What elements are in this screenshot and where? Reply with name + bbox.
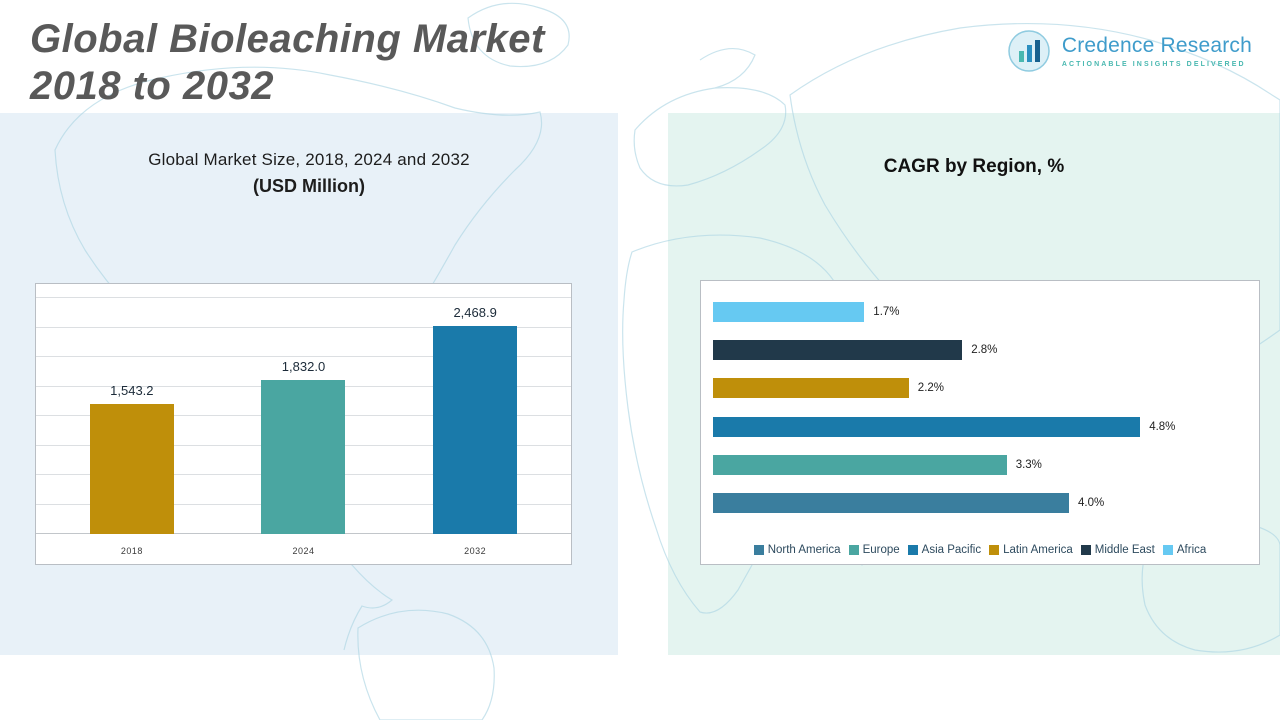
bar-2018 <box>89 403 174 534</box>
hbar-row-europe: 3.3% <box>713 446 1247 484</box>
bar-value-label: 1,543.2 <box>110 382 154 398</box>
hbar-latin-america <box>713 378 909 399</box>
hbar-row-north-america: 4.0% <box>713 484 1247 522</box>
market-size-chart: 1,543.2 2018 1,832.0 2024 2,468.9 2032 <box>35 283 572 565</box>
hbar-africa <box>713 302 865 323</box>
hbar-row-africa: 1.7% <box>713 293 1247 331</box>
x-axis-label: 2018 <box>120 546 143 556</box>
chart-legend: North America Europe Asia Pacific Latin Ame… <box>701 544 1259 556</box>
legend-item-africa: Africa <box>1162 544 1207 556</box>
hbar-plot-area: 1.7% 2.8% 2.2% 4.8% 3.3% 4.0% <box>713 293 1247 522</box>
page-title-line2: 2018 to 2032 <box>30 64 274 109</box>
hbar-middle-east <box>713 340 963 361</box>
x-axis-label: 2024 <box>292 546 315 556</box>
cagr-chart-title: CAGR by Region, % <box>883 156 1065 177</box>
legend-item-north-america: North America <box>753 544 841 556</box>
bar-group-2018: 1,543.2 2018 <box>89 298 174 556</box>
bar-group-2032: 2,468.9 2032 <box>433 298 518 556</box>
legend-swatch <box>907 545 918 555</box>
legend-item-asia-pacific: Asia Pacific <box>907 544 982 556</box>
legend-label: Asia Pacific <box>921 544 982 556</box>
legend-label: North America <box>767 544 841 556</box>
legend-swatch <box>1162 545 1173 555</box>
bar-group-2024: 1,832.0 2024 <box>261 298 346 556</box>
legend-item-latin-america: Latin America <box>989 544 1073 556</box>
legend-label: Europe <box>862 544 900 556</box>
legend-item-middle-east: Middle East <box>1080 544 1155 556</box>
hbar-row-middle-east: 2.8% <box>713 331 1247 369</box>
page-title-line1: Global Bioleaching Market <box>30 17 545 61</box>
logo-text: Credence Research Actionable Insights De… <box>1062 34 1252 68</box>
hbar-asia-pacific <box>713 416 1141 437</box>
bar-value-label: 1,832.0 <box>281 358 326 374</box>
legend-swatch <box>848 545 859 555</box>
bar-2032 <box>433 325 518 534</box>
market-size-chart-title-line1: Global Market Size, 2018, 2024 and 2032 <box>148 150 470 169</box>
legend-label: Middle East <box>1094 544 1155 556</box>
market-size-chart-title: Global Market Size, 2018, 2024 and 2032 … <box>0 150 618 197</box>
bar-value-label: 2,468.9 <box>453 304 497 320</box>
legend-label: Latin America <box>1003 544 1073 556</box>
legend-swatch <box>1080 545 1091 555</box>
legend-label: Africa <box>1176 544 1207 556</box>
hbar-row-latin-america: 2.2% <box>713 369 1247 407</box>
hbar-value-label: 4.8% <box>1149 420 1176 433</box>
bar-plot-area: 1,543.2 2018 1,832.0 2024 2,468.9 2032 <box>46 298 561 556</box>
legend-swatch <box>753 545 764 555</box>
market-size-chart-title-line2: (USD Million) <box>253 176 365 196</box>
hbar-value-label: 3.3% <box>1015 458 1042 471</box>
hbar-row-asia-pacific: 4.8% <box>713 408 1247 446</box>
x-axis-label: 2032 <box>464 546 487 556</box>
logo-tagline: Actionable Insights Delivered <box>1061 61 1246 68</box>
hbar-value-label: 2.2% <box>917 382 945 395</box>
hbar-value-label: 1.7% <box>873 306 900 319</box>
hbar-north-america <box>713 492 1069 513</box>
hbar-europe <box>713 454 1007 475</box>
legend-item-europe: Europe <box>848 544 900 556</box>
logo-icon <box>1008 30 1050 72</box>
legend-swatch <box>989 545 1000 555</box>
page-title: Global Bioleaching Market 2018 to 2032 <box>30 16 670 110</box>
logo-name: Credence Research <box>1061 34 1252 57</box>
bar-2024 <box>261 379 346 534</box>
hbar-value-label: 2.8% <box>971 344 998 357</box>
hbar-value-label: 4.0% <box>1078 496 1105 509</box>
cagr-chart: 1.7% 2.8% 2.2% 4.8% 3.3% 4.0% North America Eu… <box>700 280 1260 565</box>
logo: Credence Research Actionable Insights De… <box>1006 28 1252 74</box>
